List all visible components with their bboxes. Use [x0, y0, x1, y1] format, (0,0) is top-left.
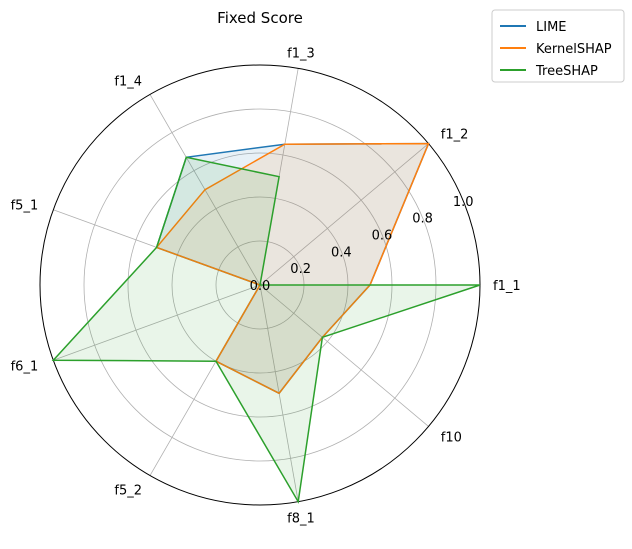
- axis-label-f1-2: f1_2: [441, 127, 469, 142]
- axis-label-f1-3: f1_3: [287, 47, 315, 62]
- axis-label-f1-1: f1_1: [493, 279, 521, 294]
- series-fill-lime: [156, 143, 429, 394]
- axis-label-f8-1: f8_1: [287, 511, 315, 526]
- radial-tick-label: 0.2: [290, 262, 311, 277]
- radial-tick-label: 1.0: [453, 195, 474, 210]
- angular-gridline: [53, 284, 261, 361]
- legend-label-lime: LIME: [536, 20, 567, 35]
- axis-label-f5-2: f5_2: [114, 483, 142, 498]
- radial-tick-label: 0.0: [250, 279, 271, 294]
- angular-gridline: [259, 284, 429, 427]
- legend-label-kernelshap: KernelSHAP: [536, 42, 612, 57]
- series-fill-treeshap: [53, 157, 481, 502]
- series-layer: [51, 142, 481, 504]
- radial-tick-label: 0.4: [331, 245, 352, 260]
- axis-label-f1-4: f1_4: [114, 75, 142, 90]
- radial-tick-label: 0.8: [412, 212, 433, 227]
- series-line-treeshap: [51, 156, 481, 504]
- legend-frame: [491, 9, 625, 83]
- series-line-kernelshap: [155, 142, 430, 395]
- legend-label-treeshap: TreeSHAP: [535, 64, 598, 79]
- axis-label-f5-1: f5_1: [11, 198, 39, 213]
- axis-label-f6-1: f6_1: [11, 360, 39, 375]
- series-fill-kernelshap: [156, 143, 429, 394]
- angular-gridline: [259, 143, 429, 286]
- radial-tick-label: 0.6: [372, 228, 393, 243]
- radial-tick-labels: 0.0 0.2 0.4 0.6 0.8 1.0: [250, 195, 474, 294]
- legend: LIME KernelSHAP TreeSHAP: [491, 9, 625, 83]
- axis-label-f10: f10: [441, 431, 462, 446]
- chart-title: Fixed Score: [217, 9, 303, 27]
- axis-labels: f1_1 f1_2 f1_3 f1_4 f5_1 f6_1 f5_2 f8_1 f10: [11, 47, 521, 527]
